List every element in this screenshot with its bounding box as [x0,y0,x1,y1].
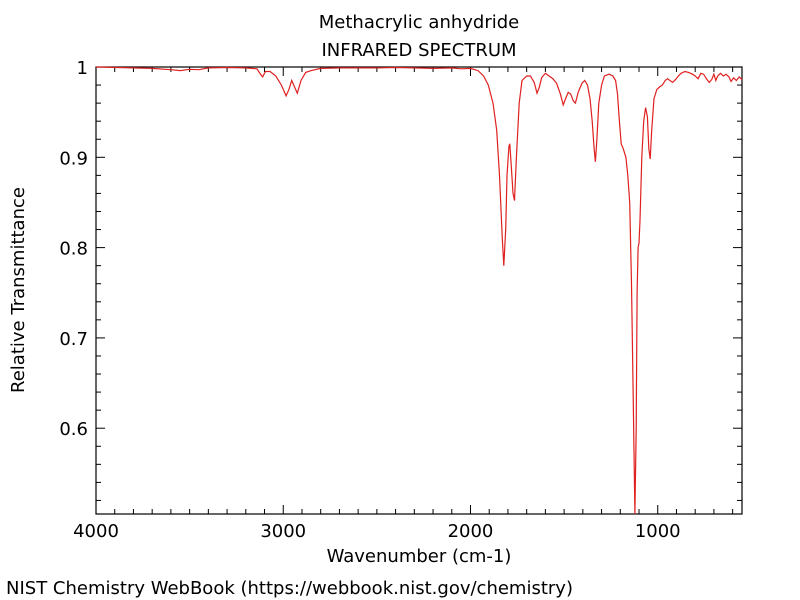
chart-title: Methacrylic anhydride [319,12,520,33]
x-tick-label: 4000 [73,521,119,542]
chart-subtitle: INFRARED SPECTRUM [321,40,516,61]
y-axis-label: Relative Transmittance [8,187,29,393]
ticks-layer [96,66,742,514]
spectrum-line [95,66,743,515]
y-tick-label: 0.9 [59,148,88,169]
x-tick-label: 2000 [448,521,494,542]
plot-frame [95,66,743,515]
x-tick-label: 1000 [635,521,681,542]
x-axis-label: Wavenumber (cm-1) [327,546,512,567]
y-tick-label: 1 [77,58,88,79]
footer-credit: NIST Chemistry WebBook (https://webbook.… [6,578,573,599]
y-tick-label: 0.6 [59,419,88,440]
x-tick-label: 3000 [260,521,306,542]
tick-labels-layer: 4000 3000 2000 1000 0.6 0.7 0.8 0.9 1 [59,58,680,542]
y-tick-label: 0.8 [59,239,88,260]
y-tick-label: 0.7 [59,329,88,350]
plot-area [95,66,743,515]
